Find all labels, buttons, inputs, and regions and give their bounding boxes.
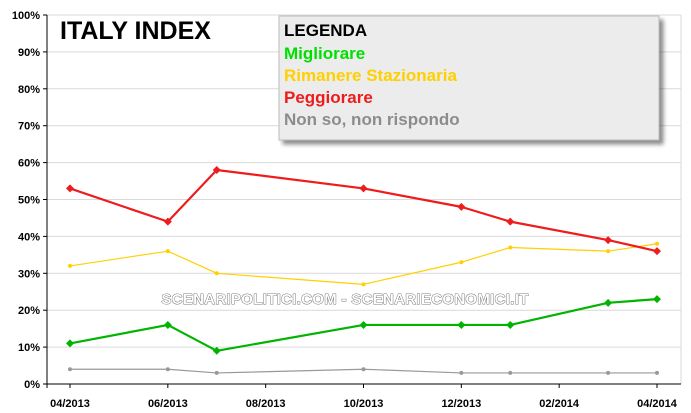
- data-point-non-so-non-rispondo: [214, 370, 219, 375]
- data-point-non-so-non-rispondo: [165, 367, 170, 372]
- legend: LEGENDA Migliorare Rimanere Stazionaria …: [278, 15, 660, 141]
- x-axis-tick-labels: 04/2013 06/2013 08/2013 10/2013 12/2013 02/20…: [50, 398, 678, 410]
- y-tick-label: 20%: [18, 305, 40, 317]
- data-point-peggiorare: [653, 247, 661, 256]
- data-point-non-so-non-rispondo: [459, 370, 464, 375]
- x-tick-label: 02/2014: [539, 398, 580, 410]
- y-tick-label: 60%: [18, 158, 40, 170]
- data-point-peggiorare: [163, 217, 172, 226]
- gridlines: [47, 14, 682, 384]
- y-tick-label: 50%: [18, 195, 40, 207]
- data-point-peggiorare: [457, 202, 466, 211]
- data-point-migliorare: [212, 346, 221, 355]
- data-point-migliorare: [359, 320, 368, 329]
- data-point-migliorare: [604, 298, 613, 307]
- data-point-peggiorare: [212, 165, 221, 174]
- legend-title: LEGENDA: [284, 21, 367, 40]
- data-point-rimanere-stazionaria: [508, 245, 513, 250]
- y-tick-label: 80%: [18, 84, 40, 96]
- data-point-rimanere-stazionaria: [165, 249, 170, 254]
- series-peggiorare: [66, 165, 661, 256]
- legend-entry-peggiorare: Peggiorare: [284, 88, 373, 107]
- series-line-migliorare: [69, 298, 658, 352]
- series-line-non-so-non-rispondo: [70, 368, 657, 374]
- series-line-rimanere-stazionaria: [69, 243, 658, 285]
- data-point-non-so-non-rispondo: [68, 367, 72, 372]
- data-point-peggiorare: [66, 184, 74, 193]
- data-point-rimanere-stazionaria: [606, 249, 611, 254]
- y-tick-label: 70%: [18, 121, 40, 133]
- series-line-peggiorare: [69, 168, 658, 253]
- y-tick-label: 0%: [24, 379, 40, 391]
- x-tick-label: 10/2013: [344, 398, 384, 410]
- data-point-migliorare: [457, 320, 466, 329]
- data-point-non-so-non-rispondo: [655, 370, 659, 375]
- data-point-rimanere-stazionaria: [68, 263, 72, 268]
- data-point-peggiorare: [604, 236, 613, 245]
- y-axis-tick-labels: 0% 10% 20% 30% 40% 50% 60% 70% 80% 90% 100%: [12, 10, 40, 391]
- data-point-rimanere-stazionaria: [214, 271, 219, 276]
- data-point-rimanere-stazionaria: [361, 282, 366, 287]
- data-point-non-so-non-rispondo: [361, 367, 366, 372]
- y-tick-label: 10%: [18, 342, 40, 354]
- series-lines: [66, 165, 661, 375]
- y-tick-label: 30%: [18, 268, 40, 280]
- data-point-migliorare: [163, 320, 172, 329]
- y-tick-label: 40%: [18, 231, 40, 243]
- data-point-rimanere-stazionaria: [459, 260, 464, 265]
- axes: [43, 14, 681, 388]
- data-point-peggiorare: [359, 184, 368, 193]
- data-point-non-so-non-rispondo: [606, 370, 611, 375]
- data-point-migliorare: [653, 295, 661, 304]
- data-point-peggiorare: [506, 217, 515, 226]
- x-tick-label: 06/2013: [148, 398, 188, 410]
- x-tick-label: 04/2014: [637, 398, 678, 410]
- series-migliorare: [66, 295, 661, 355]
- watermark-text: SCENARIPOLITICI.COM - SCENARIECONOMICI.I…: [161, 291, 528, 308]
- series-non-so-non-rispondo: [68, 367, 659, 375]
- x-tick-label: 08/2013: [246, 398, 286, 410]
- legend-box: [278, 15, 660, 141]
- data-point-rimanere-stazionaria: [655, 241, 659, 246]
- data-point-migliorare: [66, 339, 74, 348]
- data-point-non-so-non-rispondo: [508, 370, 513, 375]
- series-rimanere-stazionaria: [68, 241, 659, 287]
- legend-entry-non-so: Non so, non rispondo: [284, 110, 460, 129]
- x-tick-label: 12/2013: [441, 398, 481, 410]
- data-point-migliorare: [506, 320, 515, 329]
- x-tick-label: 04/2013: [50, 398, 90, 410]
- y-tick-label: 90%: [18, 47, 40, 59]
- chart-title: ITALY INDEX: [60, 17, 211, 45]
- legend-entry-rimanere-stazionaria: Rimanere Stazionaria: [284, 66, 457, 85]
- y-tick-label: 100%: [12, 10, 40, 22]
- legend-entry-migliorare: Migliorare: [284, 44, 365, 63]
